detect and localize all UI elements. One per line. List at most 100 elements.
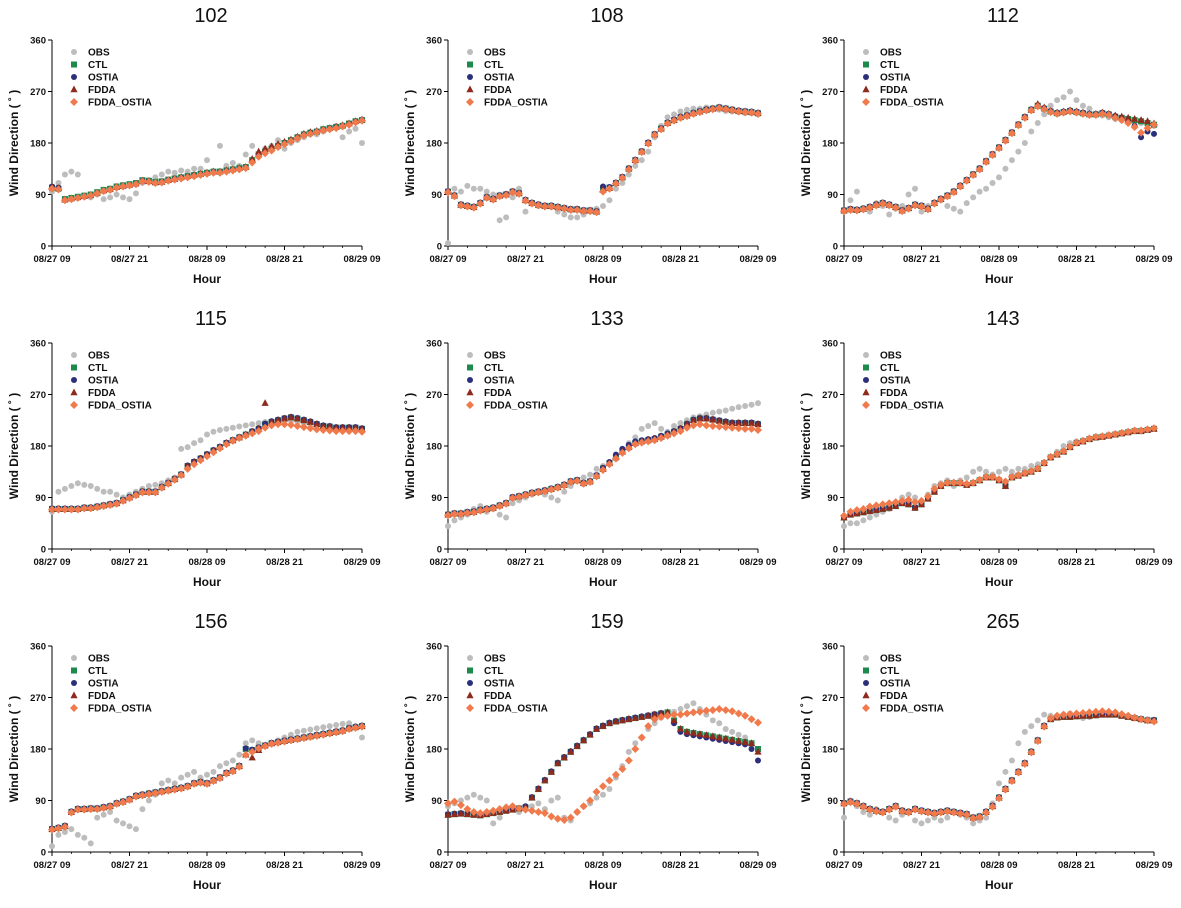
data-point <box>683 727 691 735</box>
data-point <box>734 709 743 718</box>
data-point <box>351 423 360 431</box>
data-point <box>489 806 498 815</box>
data-point <box>222 769 231 778</box>
data-point <box>715 422 724 431</box>
y-tick-label: 270 <box>822 693 838 704</box>
data-point <box>87 483 94 490</box>
data-point <box>650 130 659 139</box>
data-point <box>299 734 308 743</box>
y-axis-label: Wind Direction ( ˚ ) <box>7 90 21 197</box>
y-tick-label: 360 <box>426 642 442 653</box>
data-point <box>677 705 684 712</box>
data-point <box>541 806 548 813</box>
data-point <box>68 483 75 490</box>
x-axis-label: Hour <box>985 272 1013 286</box>
y-axis-label: Wind Direction ( ˚ ) <box>403 90 417 197</box>
data-point <box>106 802 115 811</box>
data-point <box>312 128 321 137</box>
data-point <box>586 207 595 216</box>
data-point <box>682 709 691 718</box>
data-point <box>1053 450 1062 459</box>
data-point <box>215 774 224 783</box>
data-point <box>184 444 191 451</box>
legend-label-fdda: FDDA <box>880 85 908 96</box>
legend-marker-obs <box>863 655 869 661</box>
data-point <box>61 828 68 835</box>
legend-marker-ostia <box>71 377 77 383</box>
y-tick-label: 270 <box>426 693 442 704</box>
data-point <box>637 438 646 447</box>
data-point <box>645 148 652 155</box>
y-tick-label: 270 <box>822 390 838 401</box>
data-point <box>249 142 256 149</box>
data-point <box>1001 477 1010 486</box>
data-point <box>600 791 606 798</box>
data-point <box>962 810 971 819</box>
data-point <box>859 802 868 811</box>
data-point <box>891 802 900 811</box>
data-point <box>229 424 236 431</box>
y-axis-label: Wind Direction ( ˚ ) <box>403 393 417 500</box>
data-point <box>1021 728 1028 735</box>
data-point <box>210 768 217 775</box>
data-point <box>534 488 543 497</box>
y-tick-label: 0 <box>833 242 838 253</box>
data-point <box>119 182 128 191</box>
data-point <box>872 501 881 510</box>
data-point <box>235 762 244 771</box>
data-point <box>358 722 366 731</box>
data-point <box>138 488 147 497</box>
data-point <box>528 793 536 801</box>
data-point <box>728 106 737 115</box>
data-point <box>1033 102 1042 111</box>
data-point <box>567 214 574 221</box>
data-point <box>463 508 472 517</box>
data-point <box>912 494 919 501</box>
data-point <box>898 207 907 216</box>
data-point <box>287 413 295 421</box>
data-point <box>1060 94 1067 101</box>
legend-marker-ctl <box>71 61 77 68</box>
data-point <box>1040 722 1049 731</box>
y-tick-label: 90 <box>827 796 838 807</box>
legend-marker-fdda_ostia <box>70 401 78 409</box>
data-point <box>61 485 68 492</box>
data-point <box>657 709 665 717</box>
data-point <box>593 794 600 801</box>
data-point <box>184 771 191 778</box>
x-axis-label: Hour <box>589 878 617 892</box>
data-point <box>1040 458 1049 467</box>
legend-label-ostia: OSTIA <box>880 679 911 690</box>
data-point <box>241 750 250 759</box>
data-point <box>164 176 173 185</box>
data-point <box>300 727 307 734</box>
data-point <box>970 468 977 475</box>
data-point <box>1091 110 1100 119</box>
data-point <box>708 421 717 430</box>
data-point <box>54 824 63 833</box>
data-point <box>1150 120 1158 129</box>
data-point <box>618 716 626 724</box>
data-point <box>592 208 601 217</box>
data-point <box>618 765 627 774</box>
data-point <box>631 440 640 449</box>
legend-marker-obs <box>863 49 869 55</box>
data-point <box>1001 136 1010 145</box>
data-point <box>631 745 640 753</box>
x-tick-label: 08/28 21 <box>266 860 304 871</box>
data-point <box>183 464 192 473</box>
legend-marker-fdda_ostia <box>70 98 78 106</box>
legend-marker-fdda <box>862 388 870 396</box>
data-point <box>618 448 627 457</box>
data-point <box>650 715 659 724</box>
legend-marker-obs <box>467 655 473 661</box>
data-point <box>1104 110 1113 119</box>
data-point <box>721 706 730 715</box>
data-point <box>508 802 517 811</box>
data-point <box>1124 427 1133 436</box>
data-point <box>567 747 575 755</box>
x-tick-label: 08/28 09 <box>189 860 226 871</box>
data-point <box>911 805 920 814</box>
data-point <box>249 421 256 428</box>
data-point <box>956 478 965 487</box>
